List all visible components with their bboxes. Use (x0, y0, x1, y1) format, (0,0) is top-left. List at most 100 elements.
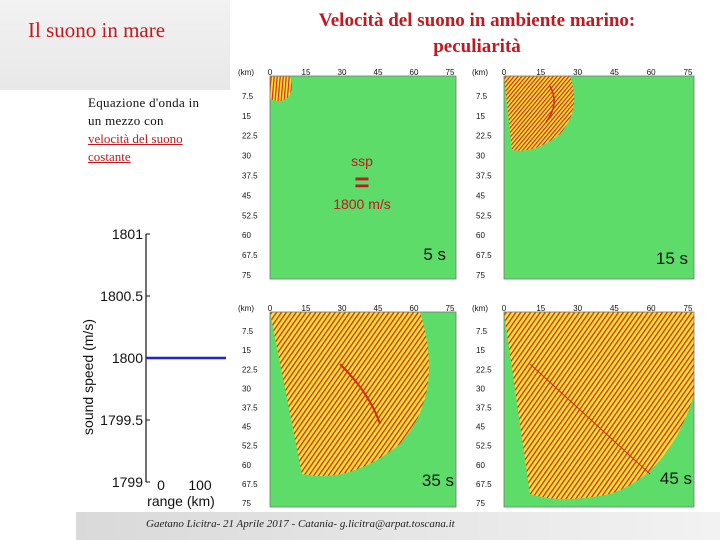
panel-y-tick: 52.5 (476, 211, 492, 220)
panel-y-tick: 45 (476, 423, 485, 432)
panel-x-tick: 60 (647, 68, 656, 77)
footer-text: Gaetano Licitra- 21 Aprile 2017 - Catani… (146, 518, 455, 530)
panel-y-tick: 75 (242, 499, 251, 508)
panel-y-tick: 45 (242, 191, 251, 200)
panel-y-tick: 60 (476, 461, 485, 470)
chart-ytick-label: 1799.5 (100, 412, 143, 428)
panel-y-tick: 7.5 (242, 92, 254, 101)
panel-x-tick: 0 (502, 304, 507, 313)
panel-y-tick: 75 (476, 271, 485, 280)
panel-45s: 45 s (503, 311, 695, 508)
panel-y-tick: 67.5 (242, 251, 258, 260)
panel-axis-unit: (km) (472, 68, 488, 77)
panel-x-tick: 45 (374, 68, 383, 77)
panel-x-tick: 30 (573, 304, 582, 313)
panel-y-tick: 15 (476, 346, 485, 355)
panel-y-tick: 7.5 (476, 92, 488, 101)
description-link: velocità del suono costante (88, 131, 183, 164)
panel-x-tick: 30 (573, 68, 582, 77)
panel-x-tick: 15 (302, 304, 311, 313)
panel-y-tick: 37.5 (242, 172, 258, 181)
panel-x-tick: 30 (338, 304, 347, 313)
panel-y-tick: 75 (242, 271, 251, 280)
panel-y-tick: 37.5 (476, 172, 492, 181)
panel-y-tick: 30 (476, 152, 485, 161)
panel-axis-unit: (km) (472, 304, 488, 313)
panel-y-tick: 15 (242, 112, 251, 121)
panel-x-tick: 0 (268, 304, 273, 313)
panel-time-label: 5 s (423, 245, 446, 264)
panel-y-tick: 52.5 (242, 442, 258, 451)
panel-y-tick: 60 (242, 461, 251, 470)
chart-ytick-label: 1799 (112, 474, 143, 490)
ssp-equals: = (354, 167, 369, 197)
panel-y-tick: 45 (242, 423, 251, 432)
panel-x-tick: 15 (302, 68, 311, 77)
panel-y-tick: 37.5 (242, 404, 258, 413)
panel-y-tick: 60 (476, 231, 485, 240)
panel-axis-unit: (km) (238, 68, 254, 77)
chart-ylabel: sound speed (m/s) (80, 319, 96, 435)
panel-y-tick: 15 (476, 112, 485, 121)
panel-axis-unit: (km) (238, 304, 254, 313)
panel-time-label: 15 s (656, 249, 688, 268)
slide-title-line2: peculiarità (433, 36, 521, 57)
panel-x-tick: 75 (446, 304, 455, 313)
slide-title: Velocità del suono in ambiente marino: p… (262, 8, 692, 60)
panel-y-tick: 30 (242, 384, 251, 393)
panel-y-tick: 75 (476, 499, 485, 508)
panel-y-tick: 60 (242, 231, 251, 240)
panel-y-tick: 22.5 (242, 365, 258, 374)
panel-y-tick: 52.5 (476, 442, 492, 451)
panel-x-tick: 0 (268, 68, 273, 77)
panel-35s: 35 s (269, 311, 457, 508)
section-title: Il suono in mare (28, 18, 166, 42)
panel-y-tick: 30 (242, 152, 251, 161)
panel-y-tick: 7.5 (476, 327, 488, 336)
panel-5s: 5 s (269, 75, 457, 280)
chart-ytick-label: 1801 (112, 226, 143, 242)
panel-y-tick: 37.5 (476, 404, 492, 413)
panel-x-tick: 75 (446, 68, 455, 77)
panel-y-tick: 22.5 (476, 365, 492, 374)
footer-bar: Gaetano Licitra- 21 Aprile 2017 - Catani… (76, 512, 720, 540)
chart-ytick-label: 1800 (112, 350, 143, 366)
panel-y-tick: 30 (476, 384, 485, 393)
slide-title-line1: Velocità del suono in ambiente marino: (318, 10, 636, 31)
chart-xtick-label: 0 (157, 477, 165, 493)
panel-y-tick: 67.5 (476, 480, 492, 489)
panel-time-label: 35 s (422, 471, 454, 490)
panel-y-tick: 15 (242, 346, 251, 355)
panel-x-tick: 60 (410, 304, 419, 313)
panel-x-tick: 45 (374, 304, 383, 313)
panel-y-tick: 22.5 (242, 132, 258, 141)
sound-speed-profile-chart: 1801 1800.5 1800 1799.5 1799 0 100 sound spee… (80, 226, 226, 509)
panel-y-tick: 67.5 (242, 480, 258, 489)
panel-y-tick: 22.5 (476, 132, 492, 141)
panel-x-tick: 75 (684, 304, 693, 313)
description-text: Equazione d'onda in un mezzo con velocit… (88, 94, 228, 166)
panel-15s: 15 s (503, 75, 695, 280)
panel-x-tick: 60 (410, 68, 419, 77)
panel-y-tick: 52.5 (242, 211, 258, 220)
panel-x-tick: 0 (502, 68, 507, 77)
panel-x-tick: 45 (610, 304, 619, 313)
title-background (0, 0, 230, 90)
chart-xtick-label: 100 (188, 477, 212, 493)
chart-xlabel: range (km) (147, 493, 215, 509)
panel-x-tick: 15 (536, 304, 545, 313)
chart-ytick-label: 1800.5 (100, 288, 143, 304)
panel-x-tick: 30 (338, 68, 347, 77)
panel-y-tick: 7.5 (242, 327, 254, 336)
description-line2: un mezzo con (88, 113, 164, 128)
panel-x-tick: 45 (610, 68, 619, 77)
panel-y-tick: 67.5 (476, 251, 492, 260)
panel-time-label: 45 s (660, 469, 692, 488)
description-line1: Equazione d'onda in (88, 95, 200, 110)
ssp-value: 1800 m/s (333, 196, 391, 212)
panel-x-tick: 60 (647, 304, 656, 313)
ssp-title: ssp (351, 153, 373, 169)
panel-x-tick: 75 (684, 68, 693, 77)
wave-simulation-panels: 5 s 15 s 35 s 45 s (km) 0 15 30 45 60 75 7.5 15 2… (238, 68, 695, 508)
panel-y-tick: 45 (476, 191, 485, 200)
